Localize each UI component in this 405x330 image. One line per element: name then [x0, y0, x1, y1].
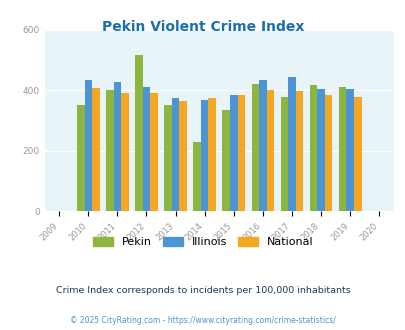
Bar [230, 95, 237, 211]
Bar [200, 100, 208, 211]
Bar [193, 142, 200, 211]
Bar [345, 89, 353, 211]
Bar [324, 95, 332, 211]
Bar [171, 98, 179, 211]
Bar [179, 101, 186, 211]
Text: Crime Index corresponds to incidents per 100,000 inhabitants: Crime Index corresponds to incidents per… [55, 286, 350, 295]
Bar [84, 80, 92, 211]
Bar [135, 55, 143, 211]
Bar [288, 77, 295, 211]
Bar [113, 82, 121, 211]
Legend: Pekin, Illinois, National: Pekin, Illinois, National [88, 233, 317, 252]
Bar [121, 93, 128, 211]
Bar [143, 87, 150, 211]
Bar [309, 85, 317, 211]
Bar [106, 90, 113, 211]
Text: © 2025 CityRating.com - https://www.cityrating.com/crime-statistics/: © 2025 CityRating.com - https://www.city… [70, 315, 335, 325]
Bar [222, 111, 230, 211]
Bar [237, 95, 245, 211]
Bar [258, 80, 266, 211]
Bar [295, 91, 303, 211]
Bar [150, 93, 158, 211]
Bar [266, 90, 273, 211]
Text: Pekin Violent Crime Index: Pekin Violent Crime Index [102, 20, 303, 34]
Bar [317, 89, 324, 211]
Bar [77, 105, 84, 211]
Bar [280, 97, 288, 211]
Bar [353, 97, 360, 211]
Bar [208, 98, 215, 211]
Bar [251, 83, 258, 211]
Bar [164, 105, 171, 211]
Bar [92, 88, 99, 211]
Bar [338, 86, 345, 211]
